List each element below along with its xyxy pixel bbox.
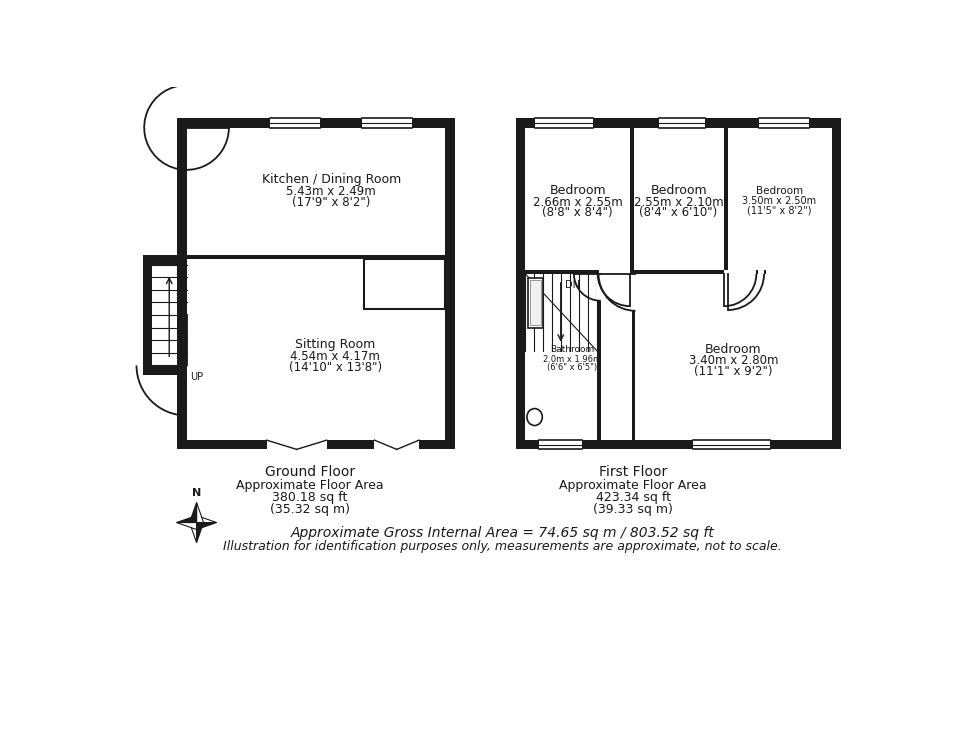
Text: Bedroom: Bedroom [550, 184, 606, 197]
Polygon shape [176, 515, 197, 523]
Text: DN: DN [564, 280, 579, 290]
Bar [262, 440, 267, 449]
Bar [757, 270, 758, 274]
Polygon shape [189, 502, 197, 523]
Bar [270, 118, 319, 128]
Ellipse shape [527, 408, 542, 426]
Bar [369, 440, 374, 449]
Text: (11'1" x 9'2"): (11'1" x 9'2") [694, 365, 772, 378]
Bar [630, 128, 634, 274]
Bar [326, 440, 331, 449]
Bar [186, 255, 445, 260]
Polygon shape [176, 523, 197, 529]
Bar [632, 270, 635, 440]
Text: Approximate Floor Area: Approximate Floor Area [560, 479, 707, 491]
Bar [597, 270, 601, 440]
Bar [369, 440, 423, 449]
Text: (17'9" x 8'2"): (17'9" x 8'2") [292, 195, 370, 208]
Bar [728, 270, 764, 274]
Bar [419, 440, 423, 449]
Text: 380.18 sq ft: 380.18 sq ft [272, 491, 348, 504]
Bar [516, 440, 841, 449]
Bar [143, 255, 152, 375]
Bar [445, 118, 455, 449]
Bar [724, 270, 757, 274]
Bar [759, 118, 808, 128]
Bar [516, 118, 841, 128]
Text: Bedroom: Bedroom [756, 186, 803, 195]
Bar [186, 128, 445, 440]
Text: Bathroom: Bathroom [550, 345, 595, 354]
Text: (8'8" x 8'4"): (8'8" x 8'4") [542, 206, 613, 219]
Text: (35.32 sq m): (35.32 sq m) [270, 503, 350, 516]
Bar [525, 270, 724, 274]
Bar [527, 278, 543, 328]
Text: Illustration for identification purposes only, measurements are approximate, not: Illustration for identification purposes… [222, 540, 782, 553]
Text: (8'4" x 6'10"): (8'4" x 6'10") [640, 206, 717, 219]
Text: Sitting Room: Sitting Room [295, 338, 375, 351]
Text: (6'6" x 6'5"): (6'6" x 6'5") [547, 363, 598, 373]
Bar [632, 274, 635, 311]
Bar [764, 270, 765, 274]
Polygon shape [189, 523, 197, 542]
Text: 3.50m x 2.50m: 3.50m x 2.50m [743, 196, 816, 206]
Bar [832, 118, 841, 449]
Bar [525, 128, 832, 440]
Bar [152, 265, 177, 365]
Bar [659, 118, 705, 128]
Text: Kitchen / Dining Room: Kitchen / Dining Room [262, 173, 401, 186]
Text: (39.33 sq m): (39.33 sq m) [593, 503, 673, 516]
Bar [598, 270, 630, 274]
Text: 2.66m x 2.55m: 2.66m x 2.55m [533, 195, 622, 208]
Bar [177, 118, 186, 449]
Text: (14'10" x 13'8"): (14'10" x 13'8") [288, 362, 382, 374]
Text: 5.43m x 2.49m: 5.43m x 2.49m [286, 185, 376, 198]
Bar [530, 280, 541, 325]
Bar [516, 118, 525, 449]
Text: Bedroom: Bedroom [705, 343, 761, 356]
Text: 2.55m x 2.10m: 2.55m x 2.10m [634, 195, 723, 208]
Bar [724, 128, 728, 274]
Text: 2.0m x 1.96m: 2.0m x 1.96m [543, 355, 602, 364]
Bar [597, 301, 601, 303]
Text: (11'5" x 8'2"): (11'5" x 8'2") [747, 206, 811, 216]
Text: Bedroom: Bedroom [651, 184, 707, 197]
Polygon shape [197, 523, 204, 542]
Bar [363, 118, 413, 128]
Bar [632, 311, 635, 312]
Text: 423.34 sq ft: 423.34 sq ft [596, 491, 670, 504]
Bar [143, 255, 186, 265]
Bar [365, 260, 445, 309]
Text: Approximate Floor Area: Approximate Floor Area [236, 479, 383, 491]
Bar [539, 440, 581, 449]
Text: First Floor: First Floor [599, 465, 667, 479]
Bar [535, 118, 593, 128]
Polygon shape [197, 515, 217, 523]
Bar [262, 440, 331, 449]
Text: 4.54m x 4.17m: 4.54m x 4.17m [290, 351, 380, 364]
Bar [597, 274, 601, 301]
Polygon shape [197, 502, 204, 523]
Bar [693, 440, 770, 449]
Text: Approximate Gross Internal Area = 74.65 sq m / 803.52 sq ft: Approximate Gross Internal Area = 74.65 … [290, 526, 714, 540]
Bar [598, 270, 600, 274]
Text: N: N [192, 488, 201, 498]
Text: 3.40m x 2.80m: 3.40m x 2.80m [689, 354, 778, 367]
Text: UP: UP [190, 372, 204, 381]
Polygon shape [197, 523, 217, 529]
Bar [177, 440, 455, 449]
Text: Ground Floor: Ground Floor [265, 465, 355, 479]
Bar [143, 365, 186, 375]
Bar [177, 118, 455, 128]
